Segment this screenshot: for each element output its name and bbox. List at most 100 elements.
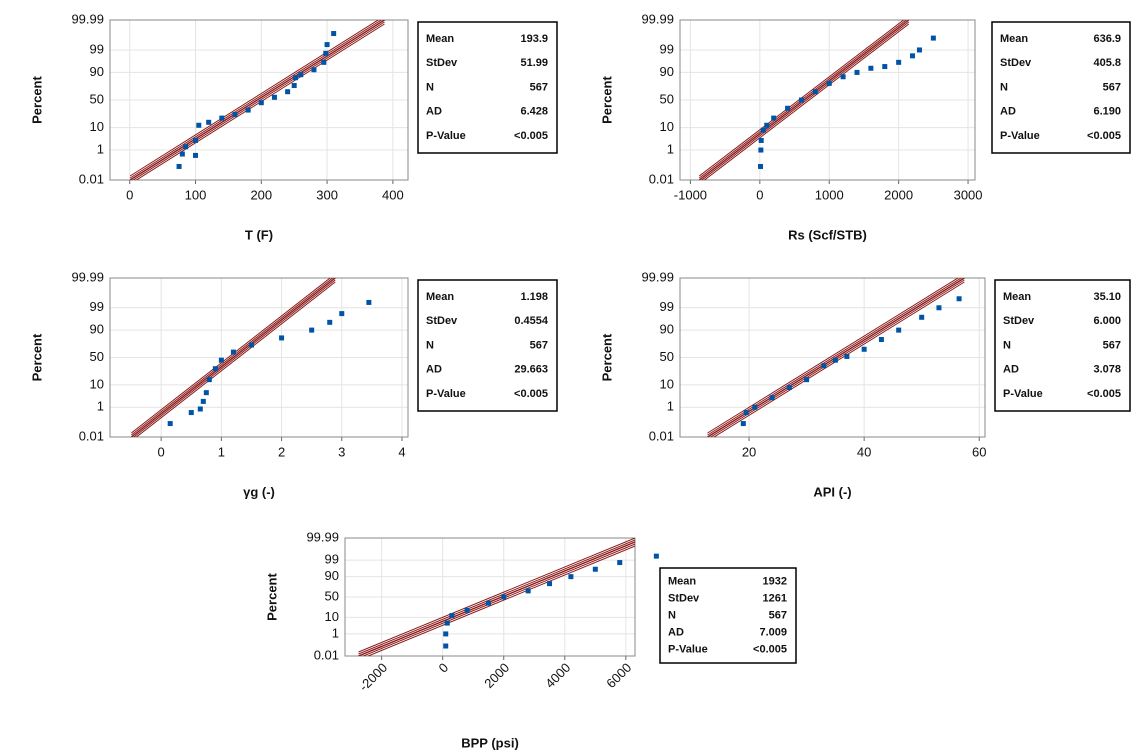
stat-value: 6.428 [520,106,548,118]
data-point [936,305,942,311]
data-point [464,607,470,613]
data-point [919,314,925,320]
stat-name: StDev [668,592,700,604]
y-tick-label: 0.01 [314,647,339,662]
data-point [804,377,810,383]
subplot: 0.01 1 10 50 90 99 99.99 0 100 200 300 400 Percent T … [29,11,558,242]
x-tick-label: 0 [756,187,763,202]
stat-value: 3.078 [1093,364,1121,376]
data-point [444,620,450,626]
y-tick-label: 99 [325,552,339,567]
y-tick-label: 99 [90,41,104,56]
fit-line [129,20,385,180]
data-point [443,643,449,649]
y-tick-label: 99 [660,299,674,314]
data-point [197,406,203,412]
data-point [271,94,277,100]
stat-name: Mean [668,575,696,587]
data-point [786,385,792,391]
data-point [285,89,291,95]
y-tick-label: 1 [332,625,339,640]
data-point [758,137,764,143]
x-tick-label: 1000 [815,187,844,202]
data-point [218,357,224,363]
data-point [449,613,455,619]
data-point [769,395,775,401]
stat-name: AD [1000,106,1016,118]
data-point [758,163,764,169]
stats-box [659,567,797,664]
data-point [206,119,212,125]
stat-name: StDev [1003,315,1035,327]
y-axis-label: Percent [599,75,614,123]
data-point [854,69,860,75]
stat-name: AD [1003,364,1019,376]
y-axis-label: Percent [599,333,614,381]
stat-name: AD [668,626,684,638]
stat-value: 636.9 [1093,33,1121,45]
y-tick-label: 1 [97,399,104,414]
y-tick-label: 99.99 [71,11,104,26]
fit-line [698,20,907,179]
data-point [203,390,209,396]
data-point [309,327,315,333]
fit-line [129,20,383,179]
y-tick-label: 99.99 [641,11,674,26]
data-point [232,112,238,118]
fit-line [132,21,385,180]
plot-frame [679,277,986,438]
y-tick-label: 90 [660,322,674,337]
x-tick-label: 0 [436,660,452,676]
stat-value: 567 [530,339,548,351]
plot-frame [679,19,976,181]
stats-box [991,21,1131,154]
fit-band [707,278,965,437]
data-point [752,404,758,410]
fit-line [135,281,336,437]
stat-name: Mean [426,33,454,45]
y-tick-label: 1 [97,141,104,156]
stat-value: 29.663 [514,364,548,376]
y-tick-label: 99.99 [71,269,104,284]
data-point [956,296,962,302]
stat-value: 6.190 [1093,106,1121,118]
data-point [798,97,804,103]
stat-name: Mean [1003,291,1031,303]
data-point [311,67,317,73]
stat-name: P-Value [668,643,708,655]
x-tick-label: 40 [857,444,871,459]
data-point [323,50,329,56]
y-tick-label: 50 [660,91,674,106]
data-point [293,75,299,81]
stat-value: 1.198 [520,291,548,303]
data-point [327,319,333,325]
data-point [840,74,846,80]
data-point [826,80,832,86]
y-axis-label: Percent [264,572,279,620]
y-tick-label: 10 [90,119,104,134]
x-tick-label: 2000 [481,660,512,691]
data-point [743,410,749,416]
fit-band [698,20,910,180]
fit-line [707,278,959,434]
stat-name: Mean [1000,33,1028,45]
stat-name: N [426,339,434,351]
data-point [812,89,818,95]
subplot: 0.01 1 10 50 90 99 99.99 0 1 2 3 4 Percent γg (-) Mean… [29,269,558,499]
data-point [248,342,254,348]
x-tick-label: 2000 [884,187,913,202]
x-tick-label: -2000 [356,660,390,694]
x-tick-label: 3 [338,444,345,459]
data-point [193,152,199,158]
x-tick-label: 2 [278,444,285,459]
y-axis-label: Percent [29,75,44,123]
data-point [183,144,189,150]
y-tick-label: 10 [660,376,674,391]
stat-value: 0.4554 [514,315,549,327]
stat-value: 51.99 [520,57,548,69]
stat-name: StDev [426,315,458,327]
y-tick-label: 50 [90,91,104,106]
stat-name: P-Value [1003,388,1043,400]
fit-line [698,20,910,180]
